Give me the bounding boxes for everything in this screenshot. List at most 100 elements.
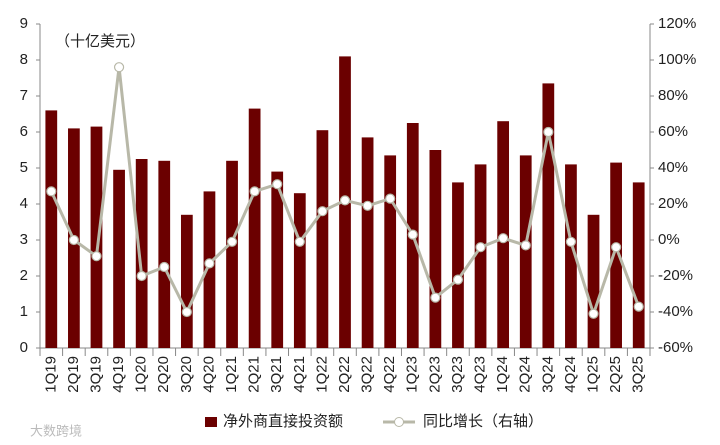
line-marker bbox=[498, 233, 509, 244]
x-tick-label: 4Q21 bbox=[291, 356, 308, 393]
line-marker bbox=[588, 308, 599, 319]
x-tick-label: 1Q24 bbox=[494, 356, 511, 393]
x-tick-label: 2Q25 bbox=[607, 356, 624, 393]
bar bbox=[90, 126, 103, 348]
x-tick-label: 2Q21 bbox=[246, 356, 263, 393]
line-marker bbox=[272, 179, 283, 190]
y2-tick-label: 60% bbox=[658, 123, 688, 140]
line-marker bbox=[385, 193, 396, 204]
x-tick-label: 1Q22 bbox=[313, 356, 330, 393]
y2-tick-label: -20% bbox=[658, 267, 693, 284]
y2-tick-label: 0% bbox=[658, 231, 680, 248]
x-tick-label: 2Q19 bbox=[65, 356, 82, 393]
y-tick-label: 2 bbox=[20, 267, 28, 284]
bar bbox=[293, 193, 306, 348]
y-tick-label: 7 bbox=[20, 87, 28, 104]
x-tick-label: 4Q22 bbox=[381, 356, 398, 393]
line-marker bbox=[46, 186, 57, 197]
bar bbox=[203, 191, 216, 348]
bar bbox=[429, 150, 442, 348]
y-tick-label: 9 bbox=[20, 15, 28, 32]
line-marker bbox=[611, 242, 622, 253]
line-marker bbox=[181, 306, 192, 318]
line-marker bbox=[452, 274, 464, 285]
x-tick-label: 4Q23 bbox=[472, 356, 489, 393]
bar bbox=[632, 182, 645, 348]
line-marker bbox=[91, 251, 102, 262]
line-marker bbox=[204, 258, 215, 269]
bar bbox=[316, 130, 329, 348]
line-marker bbox=[362, 200, 373, 211]
bar bbox=[474, 164, 487, 348]
y2-tick-label: 40% bbox=[658, 159, 688, 176]
x-tick-label: 4Q24 bbox=[562, 356, 579, 393]
x-tick-label: 3Q19 bbox=[87, 356, 104, 393]
bar bbox=[565, 164, 577, 348]
x-tick-label: 3Q24 bbox=[539, 356, 556, 393]
x-tick-label: 2Q24 bbox=[517, 356, 534, 393]
line-marker bbox=[294, 236, 305, 247]
line-marker bbox=[430, 292, 441, 303]
x-tick-label: 4Q20 bbox=[200, 356, 217, 393]
bar bbox=[158, 160, 171, 348]
x-tick-label: 1Q19 bbox=[42, 356, 59, 393]
legend-label: 同比增长（右轴） bbox=[423, 413, 543, 430]
y-tick-label: 5 bbox=[20, 159, 28, 176]
watermark: 大数跨境 bbox=[30, 423, 82, 438]
y-tick-label: 4 bbox=[20, 195, 28, 212]
line-marker bbox=[633, 301, 644, 312]
line-marker bbox=[339, 195, 351, 206]
bar bbox=[113, 169, 125, 348]
bar bbox=[271, 171, 284, 348]
bar bbox=[542, 83, 555, 349]
legend-swatch bbox=[205, 417, 217, 427]
x-tick-label: 2Q23 bbox=[426, 356, 443, 393]
y2-tick-label: -40% bbox=[658, 303, 693, 320]
legend-label: 净外商直接投资额 bbox=[223, 413, 343, 430]
line-marker bbox=[113, 62, 125, 73]
y-tick-label: 1 bbox=[20, 303, 28, 320]
line-marker bbox=[68, 234, 79, 246]
y-tick-label: 6 bbox=[20, 123, 28, 140]
unit-annotation: （十亿美元） bbox=[55, 33, 145, 50]
line-marker bbox=[520, 240, 531, 251]
line-marker bbox=[317, 206, 328, 217]
bar bbox=[226, 160, 238, 348]
x-tick-label: 1Q23 bbox=[404, 356, 421, 393]
bar bbox=[361, 137, 374, 348]
bar bbox=[180, 214, 193, 348]
x-tick-label: 1Q21 bbox=[223, 356, 240, 393]
line-marker bbox=[249, 186, 260, 197]
line-marker bbox=[565, 236, 577, 247]
bar bbox=[45, 110, 58, 349]
bar bbox=[610, 162, 622, 348]
bar bbox=[135, 159, 148, 348]
x-tick-label: 2Q20 bbox=[155, 356, 172, 393]
line-marker bbox=[226, 236, 238, 247]
line-marker bbox=[159, 261, 170, 273]
legend-swatch bbox=[394, 417, 405, 427]
x-tick-label: 4Q19 bbox=[110, 356, 127, 393]
line-marker bbox=[475, 242, 486, 253]
x-tick-label: 3Q22 bbox=[359, 356, 376, 393]
x-tick-label: 1Q25 bbox=[584, 356, 601, 393]
y2-tick-label: 20% bbox=[658, 195, 688, 212]
bar bbox=[519, 155, 532, 348]
line-marker bbox=[543, 126, 554, 138]
y2-tick-label: 100% bbox=[658, 51, 696, 68]
line-marker bbox=[136, 270, 147, 282]
x-tick-label: 3Q20 bbox=[178, 356, 195, 393]
x-tick-label: 2Q22 bbox=[336, 356, 353, 393]
line-marker bbox=[407, 229, 418, 240]
y-tick-label: 0 bbox=[20, 339, 28, 356]
y-tick-label: 3 bbox=[20, 231, 28, 248]
y2-tick-label: 80% bbox=[658, 87, 688, 104]
x-tick-label: 3Q23 bbox=[449, 356, 466, 393]
y2-tick-label: 120% bbox=[658, 15, 696, 32]
y2-tick-label: -60% bbox=[658, 339, 693, 356]
bar bbox=[452, 182, 464, 348]
bar bbox=[248, 108, 261, 348]
x-tick-label: 3Q21 bbox=[268, 356, 285, 393]
bar bbox=[384, 155, 397, 348]
